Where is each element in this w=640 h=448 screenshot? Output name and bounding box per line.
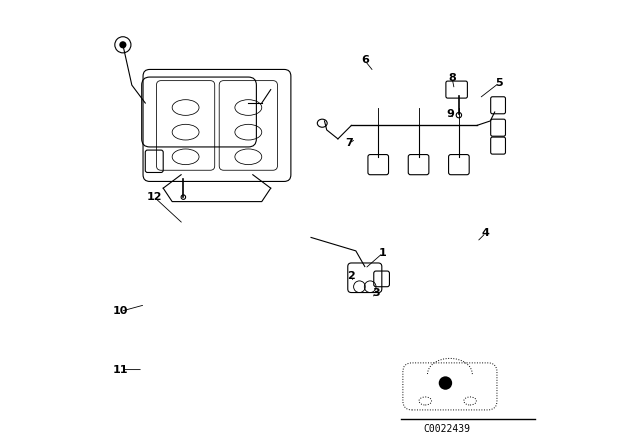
- Text: 5: 5: [495, 78, 503, 88]
- Text: 6: 6: [361, 56, 369, 65]
- Text: 4: 4: [482, 228, 490, 238]
- Text: 1: 1: [379, 248, 387, 258]
- Text: 3: 3: [372, 289, 380, 298]
- Circle shape: [439, 376, 452, 390]
- Text: 8: 8: [448, 73, 456, 83]
- Text: 7: 7: [345, 138, 353, 148]
- Text: 2: 2: [348, 271, 355, 280]
- Text: 11: 11: [113, 365, 129, 375]
- Text: 12: 12: [147, 192, 162, 202]
- Circle shape: [119, 41, 127, 48]
- Text: 9: 9: [446, 109, 454, 119]
- Text: C0022439: C0022439: [423, 424, 470, 434]
- Text: 10: 10: [113, 306, 129, 316]
